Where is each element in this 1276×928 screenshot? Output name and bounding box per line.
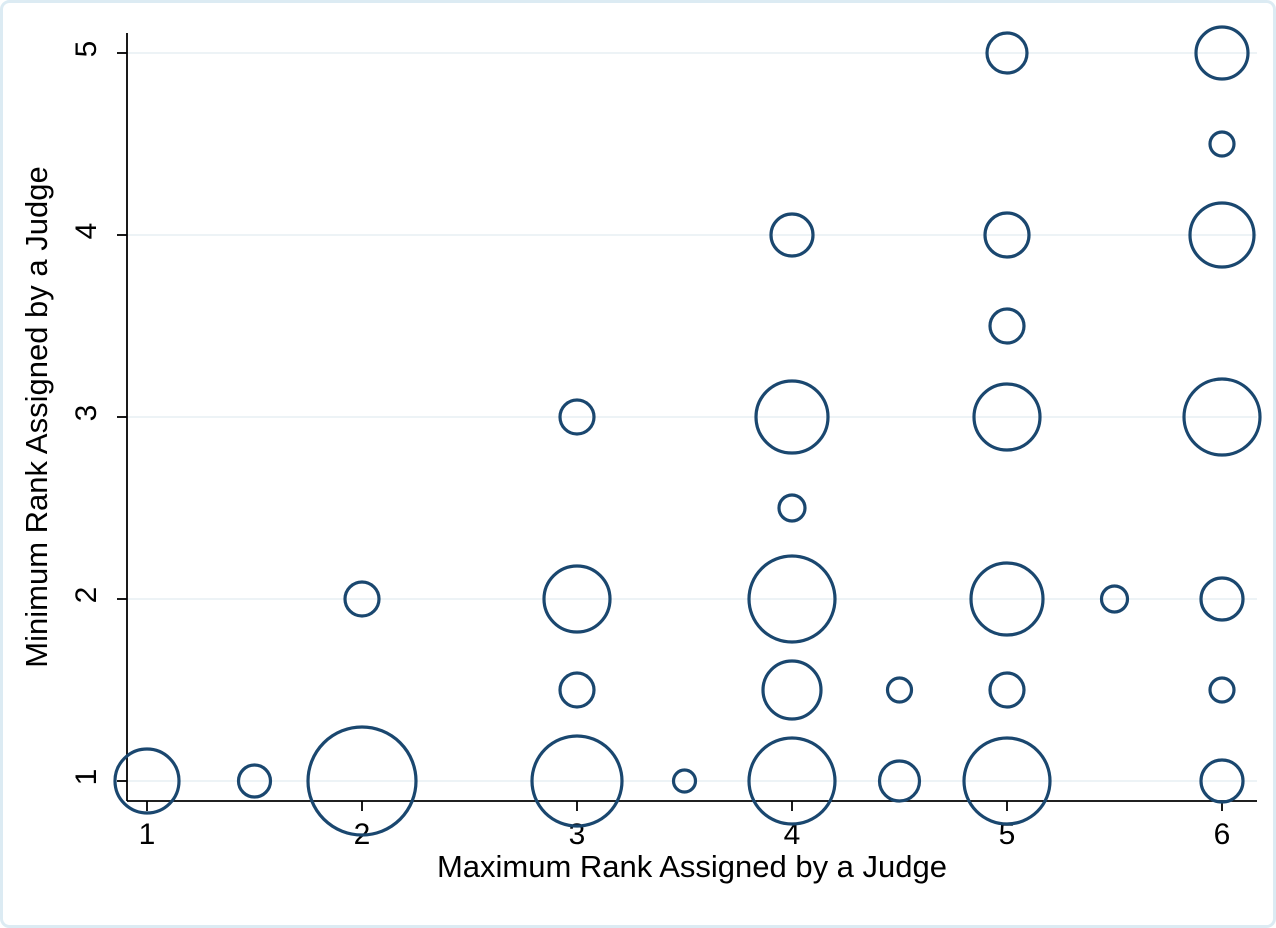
bubble-x6-y5 xyxy=(1194,25,1250,81)
bubble-x5-y5 xyxy=(985,31,1029,75)
gridlines xyxy=(128,52,1257,782)
bubble-x3-y1.5 xyxy=(558,671,596,709)
y-ticks: 1 2 3 4 5 xyxy=(70,41,127,786)
bubble-x4-y3 xyxy=(754,379,830,455)
bubble-x5-y3 xyxy=(972,382,1042,452)
y-tick-label-2: 2 xyxy=(70,587,103,604)
bubble-x4-y2 xyxy=(747,554,837,644)
x-tick-label-1: 1 xyxy=(139,818,156,851)
bubble-x5-y2 xyxy=(969,561,1045,637)
bubble-x6-y4 xyxy=(1188,201,1256,269)
bubble-x4.5-y1 xyxy=(877,759,922,803)
bubble-x4-y1 xyxy=(747,736,837,826)
bubble-x5-y1.5 xyxy=(988,671,1026,709)
bubble-series xyxy=(113,25,1262,837)
bubble-x5-y4 xyxy=(983,211,1031,259)
x-tick-label-4: 4 xyxy=(784,818,801,851)
bubble-x4-y2.5 xyxy=(777,493,807,523)
bubble-x5.5-y2 xyxy=(1099,584,1130,614)
y-tick-label-1: 1 xyxy=(70,769,103,786)
bubble-x4-y1.5 xyxy=(761,659,823,721)
bubble-x2-y2 xyxy=(343,580,381,618)
bubble-x5-y3.5 xyxy=(988,307,1026,345)
x-tick-label-3: 3 xyxy=(569,818,586,851)
x-tick-label-6: 6 xyxy=(1214,818,1231,851)
bubble-x6-y3 xyxy=(1182,377,1262,457)
bubble-x3-y2 xyxy=(542,564,612,634)
y-axis-title: Minimum Rank Assigned by a Judge xyxy=(19,166,54,667)
y-tick-label-3: 3 xyxy=(70,405,103,422)
bubble-x4.5-y1.5 xyxy=(885,676,914,704)
bubble-x6-y4.5 xyxy=(1208,130,1236,158)
bubble-x6-y1 xyxy=(1199,758,1245,804)
x-axis-title: Maximum Rank Assigned by a Judge xyxy=(437,849,947,884)
bubble-x6-y1.5 xyxy=(1208,676,1236,704)
bubble-x3-y3 xyxy=(558,398,596,436)
bubble-x1.5-y1 xyxy=(236,763,273,799)
bubble-x6-y2 xyxy=(1199,576,1245,622)
x-tick-label-5: 5 xyxy=(999,818,1016,851)
bubble-x3-y1 xyxy=(530,734,624,828)
y-tick-label-4: 4 xyxy=(70,223,103,240)
y-tick-label-5: 5 xyxy=(70,41,103,58)
bubble-x2-y1 xyxy=(306,725,418,837)
bubble-x1-y1 xyxy=(113,747,181,815)
bubble-x5-y1 xyxy=(962,736,1052,826)
bubble-x3.5-y1 xyxy=(671,768,698,794)
bubble-x4-y4 xyxy=(769,212,815,258)
